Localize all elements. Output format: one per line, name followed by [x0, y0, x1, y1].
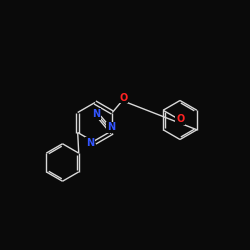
Text: O: O: [120, 93, 128, 103]
Text: N: N: [86, 138, 94, 147]
Text: O: O: [176, 114, 184, 124]
Text: N: N: [107, 122, 115, 132]
Text: N: N: [92, 109, 100, 119]
